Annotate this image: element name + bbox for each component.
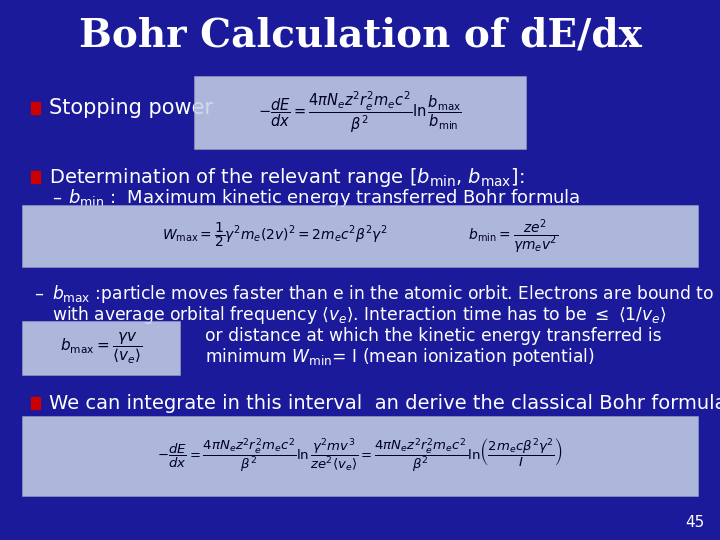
Text: $b_{\mathrm{min}}$ :  Maximum kinetic energy transferred Bohr formula: $b_{\mathrm{min}}$ : Maximum kinetic ene… <box>68 187 581 209</box>
Text: We can integrate in this interval  an derive the classical Bohr formula: We can integrate in this interval an der… <box>49 394 720 413</box>
Text: –: – <box>52 189 60 207</box>
Text: $W_{\max} = \dfrac{1}{2}\gamma^2 m_e (2v)^2 = 2m_e c^2 \beta^2 \gamma^2\qquad\qq: $W_{\max} = \dfrac{1}{2}\gamma^2 m_e (2v… <box>162 217 558 255</box>
Text: 45: 45 <box>685 515 704 530</box>
Text: Determination of the relevant range [$b_{\mathrm{min}}$, $b_{\mathrm{max}}$]:: Determination of the relevant range [$b_… <box>49 166 524 188</box>
FancyBboxPatch shape <box>22 416 698 496</box>
FancyBboxPatch shape <box>31 171 40 183</box>
Text: –: – <box>35 285 44 303</box>
Text: $b_{\max} = \dfrac{\gamma v}{\langle v_e \rangle}$: $b_{\max} = \dfrac{\gamma v}{\langle v_e… <box>60 330 142 366</box>
Text: $-\dfrac{dE}{dx} = \dfrac{4\pi N_e z^2 r_e^2 m_e c^2}{\beta^2} \ln \dfrac{b_{\ma: $-\dfrac{dE}{dx} = \dfrac{4\pi N_e z^2 r… <box>258 89 462 135</box>
FancyBboxPatch shape <box>31 102 40 114</box>
FancyBboxPatch shape <box>31 397 40 409</box>
Text: minimum $W_{\mathrm{min}}$= I (mean ionization potential): minimum $W_{\mathrm{min}}$= I (mean ioni… <box>205 347 595 368</box>
Text: Bohr Calculation of dE/dx: Bohr Calculation of dE/dx <box>78 16 642 54</box>
Text: $b_{\mathrm{max}}$ :particle moves faster than e in the atomic orbit. Electrons : $b_{\mathrm{max}}$ :particle moves faste… <box>52 283 720 305</box>
Text: with average orbital frequency $\langle v_e \rangle$. Interaction time has to be: with average orbital frequency $\langle … <box>52 305 666 326</box>
FancyBboxPatch shape <box>22 205 698 267</box>
FancyBboxPatch shape <box>22 321 180 375</box>
Text: or distance at which the kinetic energy transferred is: or distance at which the kinetic energy … <box>205 327 662 345</box>
FancyBboxPatch shape <box>194 76 526 148</box>
Text: Stopping power: Stopping power <box>49 98 213 118</box>
Text: $-\dfrac{dE}{dx} = \dfrac{4\pi N_e z^2 r_e^2 m_e c^2}{\beta^2}\ln \dfrac{\gamma^: $-\dfrac{dE}{dx} = \dfrac{4\pi N_e z^2 r… <box>157 437 563 475</box>
